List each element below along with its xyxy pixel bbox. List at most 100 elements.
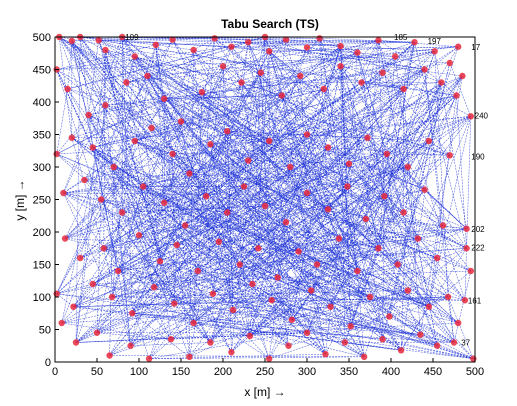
- route-edge: [143, 144, 211, 187]
- node-point: [308, 287, 315, 294]
- route-edge: [75, 212, 123, 343]
- route-edge: [84, 179, 467, 230]
- route-edge: [464, 116, 472, 301]
- node-point: [324, 144, 332, 151]
- node-point: [421, 186, 428, 193]
- route-edge: [134, 56, 172, 340]
- node-point: [439, 222, 447, 229]
- node-point: [455, 319, 462, 327]
- route-edge: [227, 212, 402, 351]
- node-point: [102, 46, 109, 54]
- route-edge: [126, 82, 467, 230]
- route-edge: [88, 114, 161, 262]
- route-edge: [185, 186, 245, 226]
- node-point: [219, 63, 227, 70]
- route-edge: [206, 82, 362, 197]
- node-point: [81, 176, 88, 184]
- route-edge: [88, 114, 438, 259]
- route-edge: [231, 166, 408, 353]
- y-axis-ticks: 0 50 100 150 200 250 300 350 400 450 500: [33, 32, 59, 369]
- route-edge: [71, 40, 326, 355]
- route-edge: [105, 49, 329, 210]
- route-edge: [316, 264, 429, 308]
- route-edge: [75, 251, 299, 343]
- route-edge: [63, 39, 287, 194]
- route-edge: [174, 303, 421, 335]
- node-point: [404, 163, 411, 171]
- route-edge: [164, 95, 282, 100]
- route-edge: [197, 45, 341, 272]
- route-edge: [151, 127, 365, 357]
- route-edge: [201, 92, 331, 307]
- node-point: [89, 144, 97, 151]
- route-edge: [134, 140, 398, 265]
- route-edge: [264, 36, 467, 229]
- route-edge: [103, 189, 425, 249]
- node-point: [394, 261, 401, 268]
- route-edge: [447, 296, 474, 359]
- route-edge: [197, 270, 474, 360]
- node-point: [303, 131, 311, 138]
- route-edge: [350, 290, 408, 327]
- route-edge: [288, 316, 390, 347]
- route-edge: [428, 116, 472, 307]
- route-edge: [63, 36, 123, 194]
- route-edge: [226, 212, 259, 249]
- route-edge: [163, 92, 203, 203]
- route-edge: [424, 189, 467, 229]
- route-edge: [285, 46, 341, 223]
- route-edge: [117, 270, 131, 346]
- node-point: [463, 225, 470, 232]
- route-edge: [206, 134, 308, 197]
- route-edge: [363, 75, 463, 357]
- route-edge: [340, 66, 444, 226]
- node-point: [266, 48, 273, 55]
- node-point: [316, 35, 323, 42]
- route-edge: [56, 114, 89, 155]
- route-edge: [92, 147, 114, 168]
- node-point: [295, 248, 302, 255]
- route-edge: [268, 51, 385, 197]
- node-point: [238, 79, 245, 86]
- route-edge: [193, 92, 203, 324]
- route-edge: [73, 221, 287, 308]
- route-edge: [105, 104, 404, 213]
- route-edge: [260, 72, 324, 90]
- node-point: [68, 37, 76, 45]
- route-edge: [79, 36, 106, 106]
- route-edge: [271, 212, 404, 301]
- x-tick-label: 450: [424, 366, 442, 378]
- node-point: [261, 202, 269, 210]
- route-edge: [92, 51, 435, 148]
- route-edge: [193, 49, 214, 294]
- node-point: [461, 297, 469, 304]
- node-point: [167, 336, 175, 343]
- node-point: [173, 241, 180, 249]
- route-edge: [268, 82, 442, 359]
- route-edge: [88, 39, 379, 116]
- route-edge: [222, 66, 402, 351]
- route-edge: [92, 283, 421, 335]
- node-point: [444, 293, 452, 301]
- route-edge: [56, 293, 474, 360]
- x-tick-label: 50: [91, 366, 103, 378]
- node-point: [354, 49, 361, 56]
- route-edge: [378, 40, 466, 301]
- route-edge: [386, 153, 398, 265]
- route-edge: [132, 153, 173, 314]
- route-edge: [61, 322, 171, 340]
- route-edge: [105, 105, 131, 346]
- route-edge: [71, 52, 358, 139]
- route-edge: [330, 264, 398, 307]
- node-point: [425, 303, 432, 310]
- route-edge: [105, 49, 242, 83]
- route-edge: [205, 196, 308, 333]
- x-tick-label: 400: [382, 366, 400, 378]
- route-edge: [164, 140, 270, 203]
- route-edge: [348, 163, 421, 335]
- route-edge: [289, 134, 308, 168]
- route-edge: [189, 42, 249, 357]
- route-edge: [310, 290, 326, 355]
- route-edge: [88, 114, 253, 285]
- route-edge: [227, 56, 396, 213]
